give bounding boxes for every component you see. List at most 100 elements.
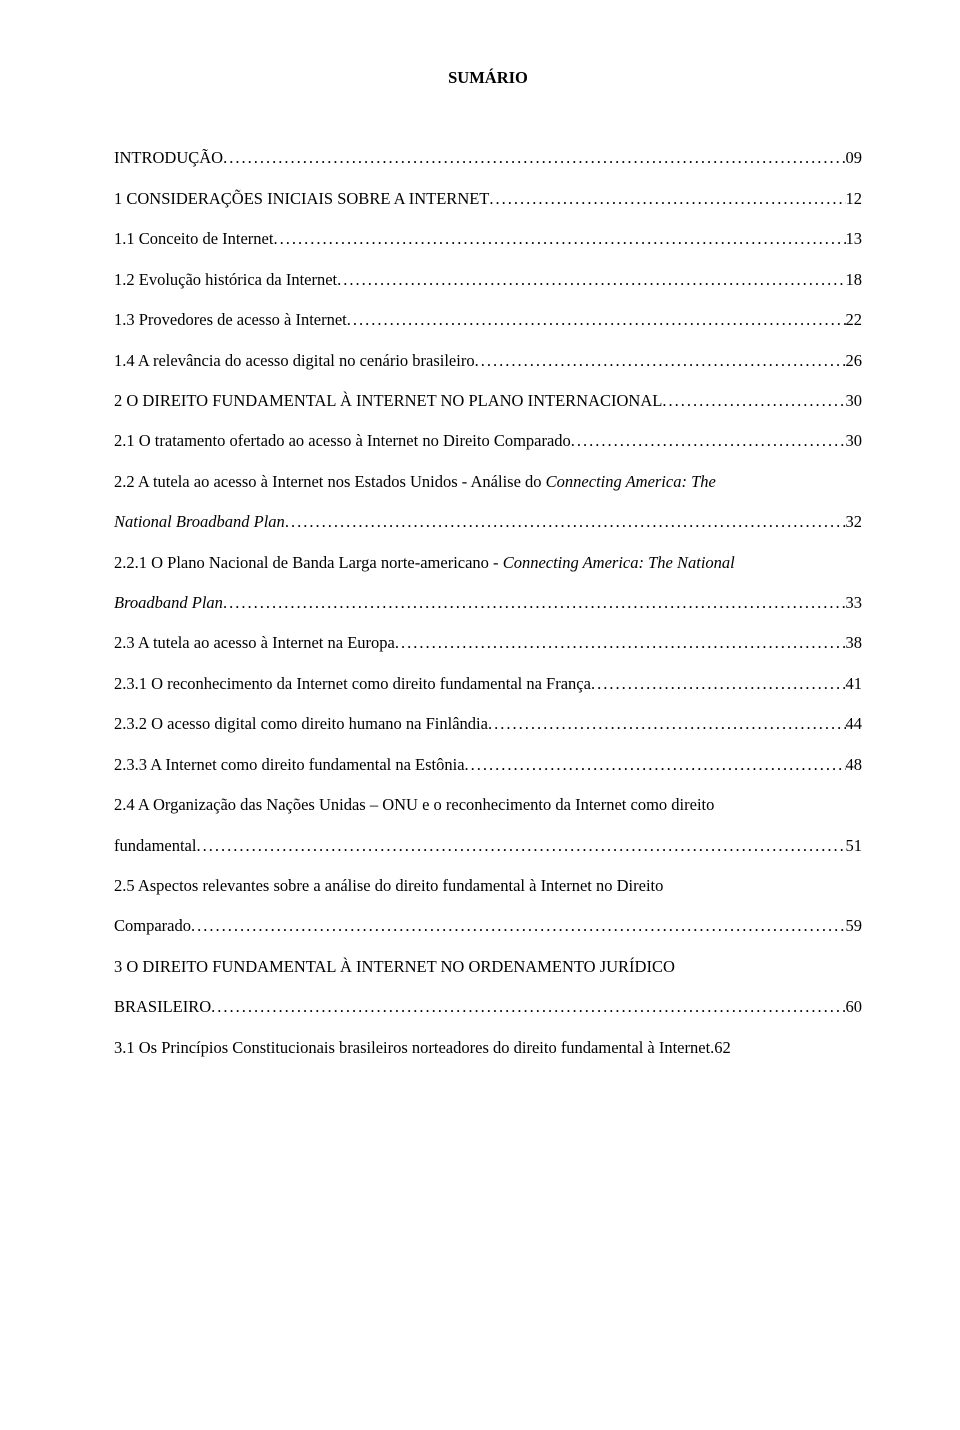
- toc-leader-dots: ........................................…: [223, 138, 845, 178]
- toc-entry-label: 3.1 Os Princípios Constitucionais brasil…: [114, 1028, 710, 1068]
- toc-entry-page: 26: [846, 341, 863, 381]
- toc-entry: 2.3.3 A Internet como direito fundamenta…: [114, 745, 862, 785]
- toc-entry: INTRODUÇÃO..............................…: [114, 138, 862, 178]
- toc-leader-dots: ........................................…: [591, 664, 846, 704]
- document-page: SUMÁRIO INTRODUÇÃO......................…: [0, 0, 960, 1430]
- toc-text: 2.3 A tutela ao acesso à Internet na Eur…: [114, 633, 395, 652]
- toc-entry: 3 O DIREITO FUNDAMENTAL À INTERNET NO OR…: [114, 947, 862, 1028]
- toc-entry-page: 59: [846, 906, 863, 946]
- toc-entry: 2.5 Aspectos relevantes sobre a análise …: [114, 866, 862, 947]
- toc-entry-page: 30: [846, 381, 863, 421]
- toc-text: 2.3.1 O reconhecimento da Internet como …: [114, 674, 591, 693]
- toc-entry-page: .62: [710, 1028, 731, 1068]
- toc-entry-label: 2.3.1 O reconhecimento da Internet como …: [114, 664, 591, 704]
- toc-leader-dots: ........................................…: [395, 623, 846, 663]
- toc-leader-dots: ........................................…: [571, 421, 846, 461]
- toc-entry: 2 O DIREITO FUNDAMENTAL À INTERNET NO PL…: [114, 381, 862, 421]
- toc-entry-page: 51: [846, 826, 863, 866]
- toc-entry: 1.3 Provedores de acesso à Internet.....…: [114, 300, 862, 340]
- toc-entry-lastline: Broadband Plan..........................…: [114, 583, 862, 623]
- toc-entry-label: 2 O DIREITO FUNDAMENTAL À INTERNET NO PL…: [114, 381, 662, 421]
- toc-entry-line: 2.4 A Organização das Nações Unidas – ON…: [114, 785, 862, 825]
- toc-text: 1.4 A relevância do acesso digital no ce…: [114, 351, 475, 370]
- toc-entry-page: 44: [846, 704, 863, 744]
- toc-entry-label: 1.1 Conceito de Internet: [114, 219, 273, 259]
- toc-entry-label: INTRODUÇÃO: [114, 138, 223, 178]
- toc-entry: 1 CONSIDERAÇÕES INICIAIS SOBRE A INTERNE…: [114, 179, 862, 219]
- toc-entry-line: 2.2.1 O Plano Nacional de Banda Larga no…: [114, 543, 862, 583]
- toc-entry-label: 2.3.3 A Internet como direito fundamenta…: [114, 745, 465, 785]
- toc-entry-label: Comparado: [114, 906, 191, 946]
- toc-leader-dots: ........................................…: [273, 219, 845, 259]
- toc-text-italic: Connecting America: The National: [503, 553, 735, 572]
- toc-entry: 2.3 A tutela ao acesso à Internet na Eur…: [114, 623, 862, 663]
- toc-leader-dots: ........................................…: [347, 300, 846, 340]
- toc-leader-dots: ........................................…: [475, 341, 846, 381]
- toc-entry: 2.2.1 O Plano Nacional de Banda Larga no…: [114, 543, 862, 624]
- toc-entry-line: 3 O DIREITO FUNDAMENTAL À INTERNET NO OR…: [114, 947, 862, 987]
- toc-text-italic: National Broadband Plan: [114, 512, 285, 531]
- toc-entry-page: 38: [846, 623, 863, 663]
- toc-text: INTRODUÇÃO: [114, 148, 223, 167]
- toc-entry: 3.1 Os Princípios Constitucionais brasil…: [114, 1028, 862, 1068]
- toc-entry-label: fundamental: [114, 826, 196, 866]
- toc-text: 2.2.1 O Plano Nacional de Banda Larga no…: [114, 553, 503, 572]
- toc-entry-lastline: BRASILEIRO..............................…: [114, 987, 862, 1027]
- toc-text-italic: Connecting America: The: [546, 472, 716, 491]
- toc-text: 3.1 Os Princípios Constitucionais brasil…: [114, 1038, 710, 1057]
- toc-leader-dots: ........................................…: [211, 987, 845, 1027]
- toc-text: BRASILEIRO: [114, 997, 211, 1016]
- toc-entry: 2.3.2 O acesso digital como direito huma…: [114, 704, 862, 744]
- toc-body: INTRODUÇÃO..............................…: [114, 138, 862, 1068]
- toc-entry: 2.4 A Organização das Nações Unidas – ON…: [114, 785, 862, 866]
- toc-text: 1.1 Conceito de Internet: [114, 229, 273, 248]
- toc-entry: 2.1 O tratamento ofertado ao acesso à In…: [114, 421, 862, 461]
- toc-text: 2.4 A Organização das Nações Unidas – ON…: [114, 795, 714, 814]
- toc-text: 3 O DIREITO FUNDAMENTAL À INTERNET NO OR…: [114, 957, 675, 976]
- toc-text: 2.1 O tratamento ofertado ao acesso à In…: [114, 431, 571, 450]
- toc-leader-dots: ........................................…: [488, 704, 846, 744]
- toc-entry-page: 13: [846, 219, 863, 259]
- toc-entry-page: 12: [846, 179, 863, 219]
- toc-leader-dots: ........................................…: [662, 381, 845, 421]
- toc-entry-line: 2.5 Aspectos relevantes sobre a análise …: [114, 866, 862, 906]
- toc-entry-lastline: National Broadband Plan.................…: [114, 502, 862, 542]
- toc-entry-label: 2.3 A tutela ao acesso à Internet na Eur…: [114, 623, 395, 663]
- toc-text: 2.2 A tutela ao acesso à Internet nos Es…: [114, 472, 546, 491]
- toc-entry-page: 33: [846, 583, 863, 623]
- toc-text: 2.3.3 A Internet como direito fundamenta…: [114, 755, 465, 774]
- toc-entry-page: 18: [846, 260, 863, 300]
- toc-entry-page: 60: [846, 987, 863, 1027]
- toc-entry-lastline: Comparado...............................…: [114, 906, 862, 946]
- toc-entry-label: 2.1 O tratamento ofertado ao acesso à In…: [114, 421, 571, 461]
- toc-leader-dots: ........................................…: [489, 179, 845, 219]
- toc-entry-label: 1.4 A relevância do acesso digital no ce…: [114, 341, 475, 381]
- toc-text: 1.2 Evolução histórica da Internet: [114, 270, 337, 289]
- toc-entry-page: 22: [846, 300, 863, 340]
- toc-entry-page: 32: [846, 502, 863, 542]
- toc-entry-label: 1.2 Evolução histórica da Internet: [114, 260, 337, 300]
- toc-entry: 1.2 Evolução histórica da Internet......…: [114, 260, 862, 300]
- toc-entry-label: 1 CONSIDERAÇÕES INICIAIS SOBRE A INTERNE…: [114, 179, 489, 219]
- toc-text: Comparado: [114, 916, 191, 935]
- toc-text: 1.3 Provedores de acesso à Internet: [114, 310, 347, 329]
- toc-leader-dots: ........................................…: [337, 260, 845, 300]
- toc-text-italic: Broadband Plan: [114, 593, 223, 612]
- toc-entry-line: 2.2 A tutela ao acesso à Internet nos Es…: [114, 462, 862, 502]
- toc-leader-dots: ........................................…: [223, 583, 846, 623]
- toc-entry: 2.3.1 O reconhecimento da Internet como …: [114, 664, 862, 704]
- toc-entry-lastline: fundamental.............................…: [114, 826, 862, 866]
- toc-leader-dots: ........................................…: [191, 906, 846, 946]
- toc-entry: 1.4 A relevância do acesso digital no ce…: [114, 341, 862, 381]
- toc-entry: 2.2 A tutela ao acesso à Internet nos Es…: [114, 462, 862, 543]
- toc-entry-label: 2.3.2 O acesso digital como direito huma…: [114, 704, 488, 744]
- toc-entry-label: Broadband Plan: [114, 583, 223, 623]
- toc-entry-page: 48: [846, 745, 863, 785]
- toc-text: 1 CONSIDERAÇÕES INICIAIS SOBRE A INTERNE…: [114, 189, 489, 208]
- toc-leader-dots: ........................................…: [465, 745, 846, 785]
- toc-entry-page: 41: [846, 664, 863, 704]
- toc-title: SUMÁRIO: [114, 58, 862, 98]
- toc-entry: 1.1 Conceito de Internet................…: [114, 219, 862, 259]
- toc-entry-label: National Broadband Plan: [114, 502, 285, 542]
- toc-text: fundamental: [114, 836, 196, 855]
